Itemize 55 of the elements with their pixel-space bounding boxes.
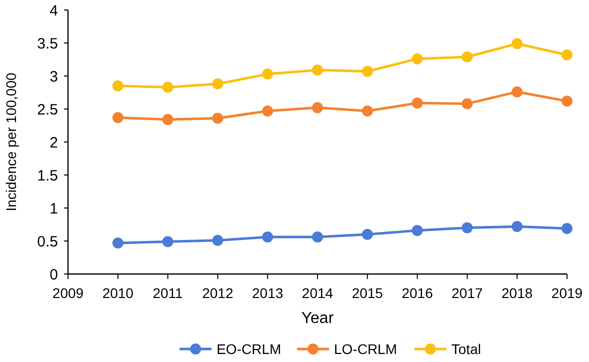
- y-tick-label: 0: [50, 266, 58, 284]
- x-tick-label: 2018: [502, 285, 533, 301]
- point: [212, 112, 224, 124]
- point: [212, 78, 224, 90]
- y-tick-label: 0.5: [37, 233, 58, 250]
- legend-label: Total: [451, 341, 481, 357]
- x-tick-label: 2019: [551, 285, 583, 301]
- point: [512, 86, 523, 98]
- y-tick-label: 2.5: [37, 101, 58, 118]
- point: [512, 220, 523, 232]
- point: [462, 98, 473, 110]
- y-tick-label: 1: [50, 200, 58, 218]
- point: [562, 222, 572, 234]
- y-tick-label: 3: [50, 68, 58, 86]
- point: [462, 222, 473, 234]
- point: [212, 234, 224, 246]
- point: [262, 105, 274, 116]
- y-axis-title: Incidence per 100,000: [3, 72, 19, 212]
- point: [162, 114, 174, 126]
- point: [162, 236, 174, 248]
- x-tick-label: 2014: [302, 285, 334, 301]
- point: [562, 49, 572, 60]
- point: [362, 228, 373, 240]
- x-tick-label: 2015: [352, 285, 384, 301]
- x-tick-label: 2017: [452, 285, 483, 301]
- point: [362, 105, 373, 116]
- x-tick-label: 2012: [202, 285, 234, 301]
- x-tick-label: 2013: [252, 285, 284, 301]
- point: [412, 224, 423, 236]
- point: [312, 102, 323, 114]
- x-tick-label: 2011: [152, 285, 184, 301]
- x-tick-label: 2010: [102, 285, 134, 301]
- x-tick-label: 2009: [52, 285, 84, 301]
- x-tick-label: 2016: [402, 285, 434, 301]
- point: [412, 98, 423, 109]
- point: [562, 96, 572, 107]
- legend-label: LO-CRLM: [334, 341, 398, 357]
- point: [262, 232, 274, 243]
- point: [512, 38, 523, 50]
- point: [262, 68, 274, 80]
- y-tick-label: 2: [50, 134, 58, 152]
- y-tick-label: 4: [50, 2, 58, 20]
- legend-label: EO-CRLM: [216, 341, 282, 357]
- point: [312, 64, 323, 76]
- point: [112, 112, 124, 124]
- point: [312, 232, 323, 243]
- point: [462, 51, 473, 62]
- y-tick-label: 3.5: [37, 35, 58, 52]
- y-tick-label: 1.5: [37, 167, 58, 184]
- point: [412, 53, 423, 64]
- point: [162, 82, 174, 93]
- x-axis-title: Year: [301, 310, 334, 327]
- point: [112, 80, 124, 92]
- point: [362, 66, 373, 77]
- point: [112, 237, 124, 248]
